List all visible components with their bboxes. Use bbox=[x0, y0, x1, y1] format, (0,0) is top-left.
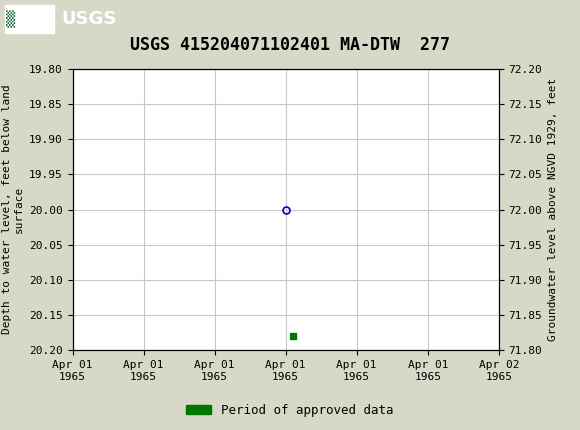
Y-axis label: Depth to water level, feet below land
surface: Depth to water level, feet below land su… bbox=[2, 85, 23, 335]
Text: USGS: USGS bbox=[61, 10, 116, 28]
Y-axis label: Groundwater level above NGVD 1929, feet: Groundwater level above NGVD 1929, feet bbox=[548, 78, 558, 341]
Bar bbox=[5, 5, 54, 33]
Text: USGS 415204071102401 MA-DTW  277: USGS 415204071102401 MA-DTW 277 bbox=[130, 36, 450, 54]
Legend: Period of approved data: Period of approved data bbox=[181, 399, 399, 421]
Text: ▒: ▒ bbox=[6, 10, 15, 28]
